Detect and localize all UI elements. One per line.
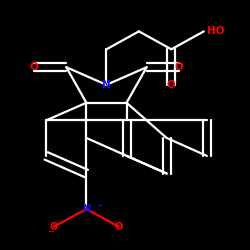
Text: −: − <box>47 227 54 236</box>
Text: HO: HO <box>207 26 224 36</box>
Text: O: O <box>50 222 58 232</box>
Text: O: O <box>175 62 184 72</box>
Text: O: O <box>115 222 123 232</box>
Text: O: O <box>30 62 38 72</box>
Text: N: N <box>102 80 111 90</box>
Text: N: N <box>82 204 90 214</box>
Text: O: O <box>167 80 176 90</box>
Text: +: + <box>98 203 103 208</box>
